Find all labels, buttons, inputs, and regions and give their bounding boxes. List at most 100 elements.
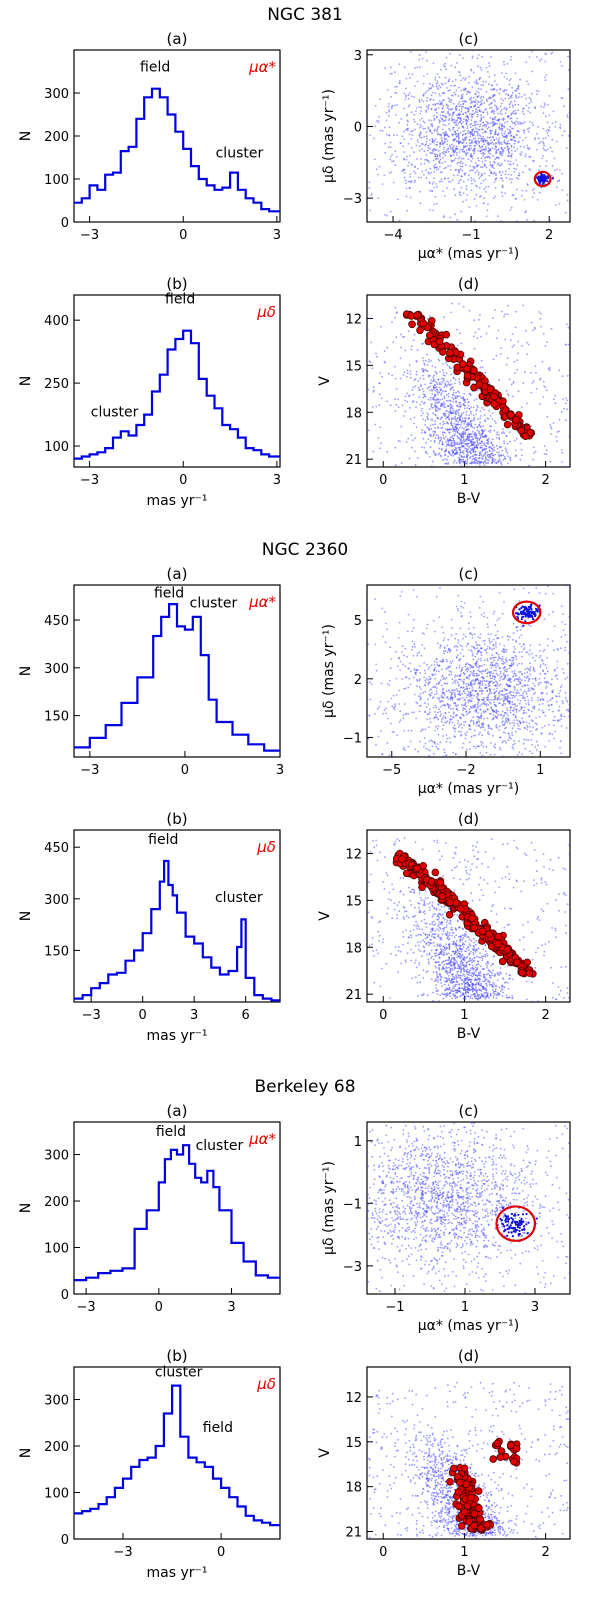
field-star-point bbox=[495, 150, 498, 153]
field-star-point bbox=[506, 145, 509, 148]
field-star-point bbox=[432, 103, 434, 106]
field-star-point bbox=[511, 345, 514, 348]
field-star-point bbox=[479, 760, 481, 762]
field-star-point bbox=[529, 112, 532, 114]
field-star-point bbox=[442, 631, 445, 634]
field-star-point bbox=[482, 698, 485, 701]
field-star-point bbox=[472, 97, 475, 99]
x-tick-label: 3 bbox=[276, 763, 284, 778]
field-star-point bbox=[501, 127, 503, 130]
field-star-point bbox=[470, 122, 473, 125]
field-star-point bbox=[400, 333, 402, 336]
field-star-point bbox=[478, 318, 480, 321]
field-star-point bbox=[476, 653, 478, 655]
field-star-point bbox=[529, 669, 531, 672]
field-star-point bbox=[467, 445, 469, 448]
field-star-point bbox=[473, 669, 475, 672]
field-star-point bbox=[483, 643, 486, 646]
field-star-point bbox=[430, 688, 433, 691]
field-star-point bbox=[388, 134, 390, 137]
member-star-point bbox=[413, 311, 421, 319]
field-star-point bbox=[581, 676, 583, 678]
field-star-point bbox=[558, 203, 561, 205]
field-star-point bbox=[447, 395, 450, 398]
field-star-point bbox=[512, 675, 514, 677]
y-tick-label: 400 bbox=[44, 314, 69, 329]
field-star-point bbox=[436, 664, 439, 666]
field-star-point bbox=[559, 689, 562, 692]
field-star-point bbox=[526, 353, 528, 356]
field-star-point bbox=[482, 202, 485, 205]
field-star-point bbox=[419, 377, 422, 380]
field-star-point bbox=[439, 404, 442, 407]
field-star-point bbox=[443, 650, 445, 653]
field-star-point bbox=[520, 651, 523, 653]
field-star-point bbox=[527, 343, 530, 346]
pm-symbol: μα* bbox=[248, 593, 276, 611]
field-star-point bbox=[404, 399, 406, 402]
field-star-point bbox=[450, 154, 453, 157]
field-star-point bbox=[487, 462, 490, 464]
field-star-point bbox=[481, 447, 484, 449]
field-star-point bbox=[460, 175, 463, 178]
cluster-star-point bbox=[537, 176, 541, 179]
field-star-point bbox=[523, 690, 526, 693]
field-star-point bbox=[523, 738, 526, 741]
field-star-point bbox=[515, 97, 518, 99]
field-star-point bbox=[424, 369, 427, 371]
field-star-point bbox=[444, 160, 446, 163]
field-star-point bbox=[385, 707, 387, 710]
field-star-point bbox=[453, 174, 455, 177]
field-star-point bbox=[487, 430, 490, 432]
field-star-point bbox=[454, 395, 456, 398]
field-star-point bbox=[488, 381, 491, 384]
field-star-point bbox=[514, 715, 517, 717]
field-star-point bbox=[531, 122, 534, 124]
field-star-point bbox=[552, 610, 554, 613]
field-star-point bbox=[390, 171, 393, 174]
field-star-point bbox=[546, 341, 548, 343]
field-star-point bbox=[451, 118, 454, 121]
field-star-point bbox=[426, 96, 429, 99]
field-star-point bbox=[548, 129, 550, 132]
field-star-point bbox=[455, 649, 458, 652]
field-star-point bbox=[550, 327, 553, 330]
field-star-point bbox=[443, 133, 446, 136]
field-star-point bbox=[482, 745, 485, 748]
member-star-point bbox=[425, 331, 434, 340]
field-star-point bbox=[491, 147, 494, 150]
field-star-point bbox=[544, 137, 547, 140]
field-star-point bbox=[480, 166, 482, 169]
field-star-point bbox=[435, 381, 438, 384]
field-star-point bbox=[472, 414, 475, 417]
field-star-point bbox=[478, 54, 480, 56]
field-star-point bbox=[420, 158, 422, 160]
field-star-point bbox=[484, 457, 487, 459]
field-star-point bbox=[499, 702, 501, 704]
field-star-point bbox=[449, 436, 452, 439]
field-star-point bbox=[416, 678, 418, 681]
field-star-point bbox=[491, 418, 494, 421]
field-star-point bbox=[453, 145, 455, 147]
field-star-point bbox=[499, 105, 502, 108]
field-star-point bbox=[476, 745, 479, 747]
field-star-point bbox=[429, 385, 432, 388]
field-star-point bbox=[415, 144, 418, 147]
field-star-point bbox=[473, 441, 476, 443]
field-star-point bbox=[561, 461, 563, 463]
field-star-point bbox=[515, 89, 518, 92]
field-star-point bbox=[492, 412, 494, 415]
field-star-point bbox=[444, 124, 447, 127]
field-star-point bbox=[441, 363, 444, 365]
field-star-point bbox=[436, 128, 439, 131]
field-star-point bbox=[445, 690, 448, 692]
field-star-point bbox=[389, 210, 392, 213]
field-star-point bbox=[504, 142, 507, 145]
field-star-point bbox=[472, 442, 475, 444]
field-star-point bbox=[513, 170, 516, 173]
field-star-point bbox=[462, 655, 465, 658]
field-star-point bbox=[460, 686, 463, 689]
field-star-point bbox=[395, 336, 398, 339]
field-star-point bbox=[479, 451, 481, 453]
field-star-point bbox=[482, 111, 485, 113]
